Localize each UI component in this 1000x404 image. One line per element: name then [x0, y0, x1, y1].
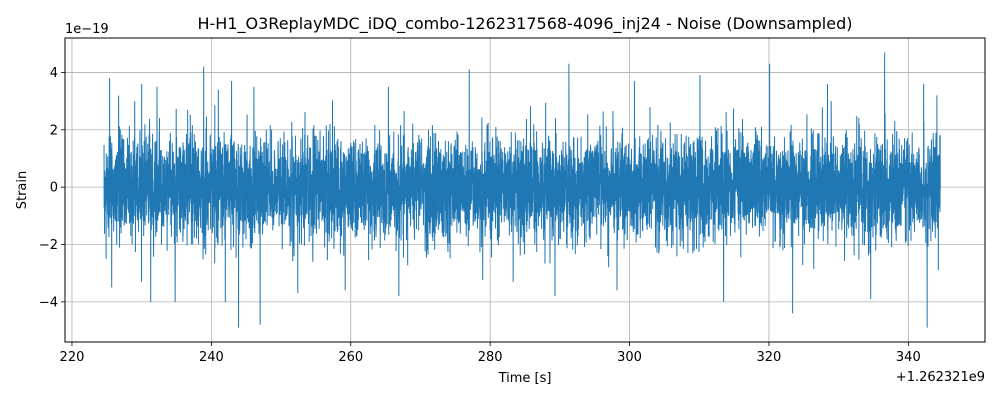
- y-tick-label: 4: [50, 66, 58, 81]
- y-tick-label: 2: [50, 123, 58, 138]
- y-tick-label: −2: [39, 238, 58, 253]
- plot-area: [103, 52, 941, 328]
- y-tick-label: −4: [39, 295, 58, 310]
- chart-title: H-H1_O3ReplayMDC_iDQ_combo-1262317568-40…: [198, 14, 853, 34]
- x-tick-label: 220: [60, 350, 85, 365]
- x-tick-label: 340: [896, 350, 921, 365]
- strain-noise-line: [103, 52, 941, 328]
- x-tick-label: 320: [757, 350, 782, 365]
- y-axis-label: Strain: [15, 171, 30, 210]
- x-tick-label: 260: [338, 350, 363, 365]
- x-axis-offset-label: +1.262321e9: [896, 370, 985, 385]
- x-tick-label: 240: [199, 350, 224, 365]
- axes-frame: [64, 37, 986, 343]
- x-tick-label: 280: [478, 350, 503, 365]
- y-axis-scale-label: 1e−19: [65, 22, 109, 37]
- x-tick-label: 300: [617, 350, 642, 365]
- x-axis-ticks: 220 240 260 280 300 320 340: [60, 342, 921, 365]
- y-tick-label: 0: [50, 181, 58, 196]
- y-axis-ticks: −4 −2 0 2 4: [39, 66, 65, 310]
- x-axis-label: Time [s]: [498, 371, 552, 386]
